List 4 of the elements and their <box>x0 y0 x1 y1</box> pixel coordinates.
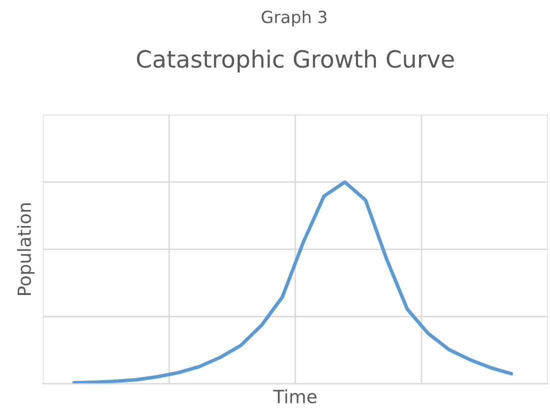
x-axis-title: Time <box>273 389 316 404</box>
chart-subtitle: Graph 3 <box>262 10 326 27</box>
chart-title: Catastrophic Growth Curve <box>136 50 454 72</box>
y-axis-title: Population <box>17 203 35 295</box>
